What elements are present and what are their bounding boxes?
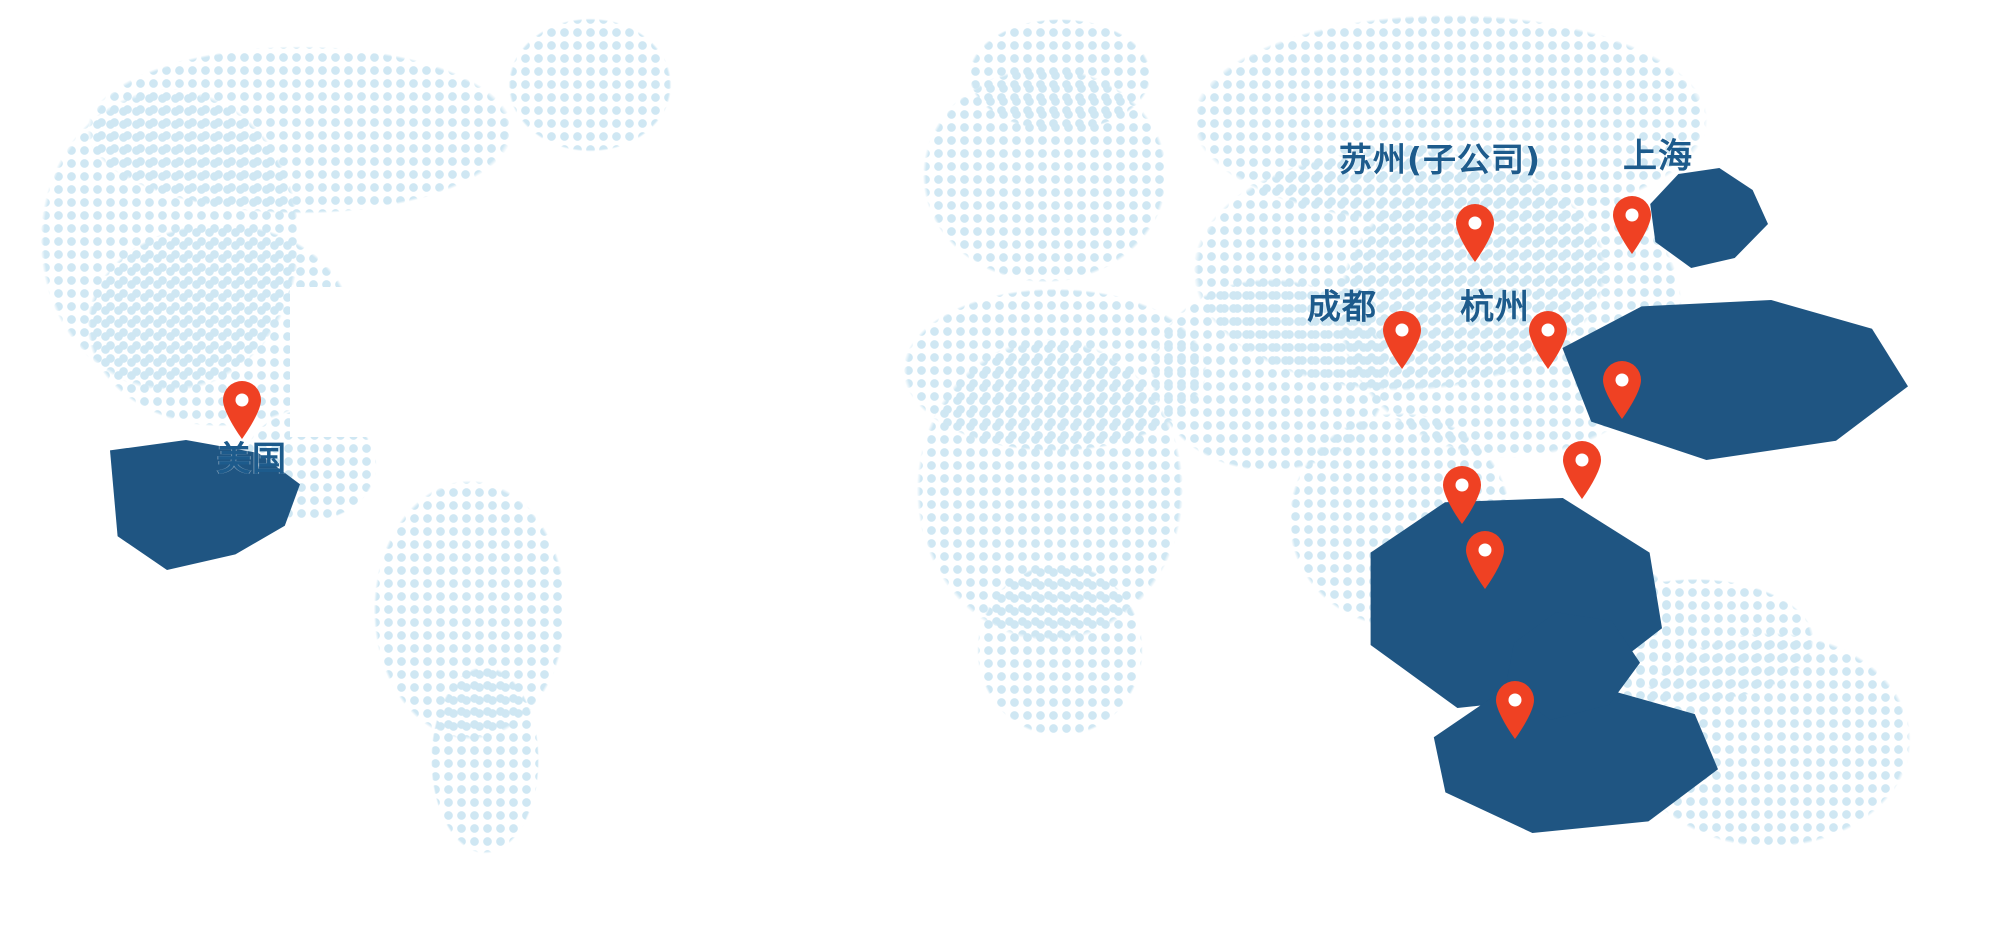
map-pin-icon[interactable]: [1560, 440, 1604, 500]
blank-overlay-patch: [290, 287, 582, 437]
city-label-hangzhou: 杭州: [1460, 287, 1530, 328]
map-pin-icon[interactable]: [1463, 530, 1507, 590]
city-label-shanghai: 上海: [1623, 136, 1693, 177]
map-pin-icon[interactable]: [1493, 680, 1537, 740]
map-pin-icon[interactable]: [220, 380, 264, 440]
region-southern-africa: [930, 540, 1190, 790]
map-pin-icon[interactable]: [1600, 360, 1644, 420]
map-pin-icon[interactable]: [1453, 203, 1497, 263]
city-label-suzhou: 苏州(子公司): [1338, 139, 1542, 179]
city-label-usa: 美国: [217, 439, 287, 480]
city-label-chengdu: 成都: [1307, 287, 1377, 328]
map-pin-icon[interactable]: [1380, 310, 1424, 370]
region-greenland: [480, 0, 700, 170]
map-pin-icon[interactable]: [1526, 310, 1570, 370]
map-pin-icon[interactable]: [1440, 465, 1484, 525]
map-pin-icon[interactable]: [1610, 195, 1654, 255]
region-south-america-south: [390, 640, 580, 900]
